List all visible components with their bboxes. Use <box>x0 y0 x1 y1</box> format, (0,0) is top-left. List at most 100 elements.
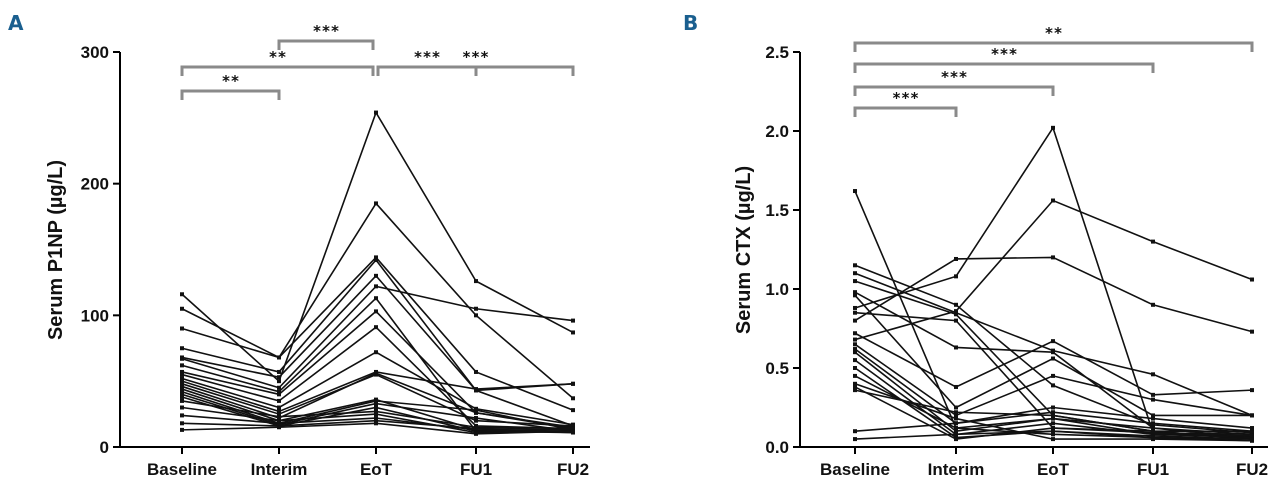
panel-a-y-tick-label: 100 <box>81 306 109 325</box>
panel-b-data-point <box>853 350 857 355</box>
panel-a-y-ticks: 0 100 200 300 <box>81 43 120 457</box>
panel-b-data-point <box>1250 277 1254 282</box>
panel-b-data-point <box>853 290 857 295</box>
panel-a-data-point <box>180 379 184 384</box>
panel-b-data-point <box>954 432 958 437</box>
panel-a-data-point <box>180 376 184 381</box>
panel-a-data-point <box>571 408 575 413</box>
panel-b-y-axis-title: Serum CTX (µg/L) <box>733 166 755 334</box>
panel-b-data-point <box>853 366 857 370</box>
panel-b-data-point <box>1151 421 1155 426</box>
panel-a-data-point <box>374 350 378 355</box>
panel-a-x-category-label: Interim <box>251 460 308 479</box>
panel-b-data-point <box>853 279 857 284</box>
panel-a-data-point <box>474 313 478 318</box>
panel-b-data-point <box>954 302 958 307</box>
panel-a-x-category-label: EoT <box>360 460 393 479</box>
panel-a-data-point <box>571 396 575 401</box>
panel-a-data-point <box>374 273 378 278</box>
panel-b-series-line <box>854 294 1252 417</box>
panel-a-data-point <box>180 346 184 351</box>
panel-a-data-point <box>474 416 478 421</box>
panel-b-data-point <box>1051 429 1055 434</box>
panel-a-data-point <box>374 416 378 421</box>
panel-b-data-point <box>853 342 857 347</box>
panel-b-y-tick-label: 0.0 <box>765 438 789 457</box>
panel-a-data-point <box>180 381 184 386</box>
panel-b-series-line <box>854 256 1253 333</box>
panel-b-data-point <box>954 429 958 434</box>
panel-b-data-point <box>1151 372 1155 377</box>
panel-a-data-point <box>374 421 378 426</box>
panel-b-significance-bracket <box>853 106 958 117</box>
panel-b-data-point <box>853 189 857 194</box>
panel-a-significance-bracket <box>180 89 281 100</box>
panel-a-data-point <box>180 356 184 361</box>
panel-a-data-point <box>180 292 184 297</box>
panel-b-data-point <box>1051 405 1055 410</box>
panel-a-x-category-label: FU1 <box>460 460 492 479</box>
panel-a-data-point <box>474 387 478 392</box>
panel-a-data-point <box>571 318 575 323</box>
panel-b-data-point <box>1051 421 1055 426</box>
panel-b-series-line <box>854 126 1253 436</box>
panel-b-data-point <box>1151 413 1155 418</box>
panel-a-data-point <box>374 409 378 414</box>
panel-b-axes <box>799 52 1268 448</box>
panel-a-data-point <box>180 413 184 418</box>
panel-a-data-point <box>474 431 478 436</box>
panel-b-significance-label: *** <box>990 45 1017 63</box>
panel-a-data-point <box>474 418 478 423</box>
panel-a-data-point <box>277 418 281 423</box>
panel-b-data-point <box>954 274 958 279</box>
panel-a-series-line <box>181 110 574 383</box>
panel-b-data-point <box>853 271 857 276</box>
panel-b-data-point <box>954 437 958 442</box>
panel-b-data-point <box>1151 416 1155 421</box>
panel-a-data-point <box>374 309 378 314</box>
panel-b-x-category-label: FU2 <box>1236 460 1268 479</box>
panel-b-series-line <box>854 199 1253 341</box>
panel-b-letter: B <box>683 11 698 35</box>
panel-a-data-point <box>180 421 184 426</box>
panel-a-significance-label: ** <box>221 72 239 90</box>
panel-b-data-point <box>853 358 857 363</box>
panel-b-x-categories: Baseline Interim EoT FU1 FU2 <box>820 447 1268 479</box>
panel-a-data-point <box>474 426 478 431</box>
panel-b-data-point <box>1151 429 1155 434</box>
panel-b-data-point <box>1250 413 1254 418</box>
panel-b-x-category-label: FU1 <box>1137 460 1169 479</box>
panel-b-data-point <box>954 405 958 410</box>
panel-b-data-point <box>853 347 857 352</box>
panel-b-data-point <box>1051 410 1055 415</box>
panel-b-data-point <box>1051 383 1055 388</box>
panel-a-data-point <box>277 409 281 414</box>
panel-a-significance-label: ** <box>268 48 286 66</box>
panel-b-data-point <box>1051 339 1055 344</box>
panel-a-data-point <box>277 379 281 384</box>
panel-a-axes <box>119 52 590 448</box>
panel-a-significance-label: *** <box>413 48 440 66</box>
panel-a-data-point <box>374 405 378 410</box>
panel-a-data-point <box>277 412 281 417</box>
panel-a-significance-bracket <box>277 39 375 50</box>
panel-a-data-point <box>374 325 378 330</box>
panel-b-data-point <box>853 310 857 315</box>
panel-a-data-point <box>374 398 378 403</box>
panel-b-data-point <box>853 381 857 386</box>
panel-a-data-point <box>277 375 281 380</box>
panel-a-data-point <box>277 392 281 397</box>
panel-b-significance-brackets: *********** <box>853 24 1254 117</box>
panel-b-data-point <box>1051 416 1055 421</box>
panel-b-data-point <box>1250 429 1254 434</box>
panel-b-data-point <box>853 293 857 298</box>
panel-b-data-point <box>954 312 958 317</box>
panel-b-data-point <box>853 305 857 310</box>
panel-b-y-tick-label: 2.0 <box>765 122 789 141</box>
panel-b-data-point <box>954 413 958 418</box>
panel-a-x-category-label: FU2 <box>557 460 589 479</box>
panel-a-data-point <box>374 412 378 417</box>
panel-a-data-point <box>474 410 478 415</box>
panel-a-data-point <box>277 421 281 426</box>
